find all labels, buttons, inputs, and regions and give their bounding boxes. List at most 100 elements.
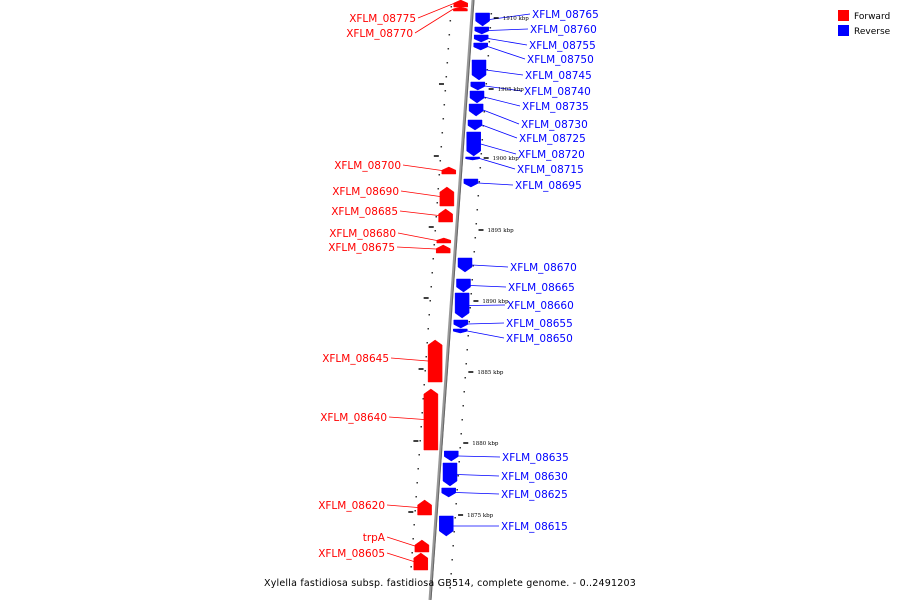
gene-label-xflm-08660[interactable]: XFLM_08660 <box>507 300 574 312</box>
gene-feature-xflm-08735[interactable] <box>469 90 485 104</box>
gene-label-xflm-08680[interactable]: XFLM_08680 <box>329 228 396 240</box>
minor-tick <box>430 286 433 288</box>
gene-feature-xflm-08730[interactable] <box>468 103 484 117</box>
gene-label-xflm-08770[interactable]: XFLM_08770 <box>346 28 413 40</box>
gene-label-xflm-08650[interactable]: XFLM_08650 <box>506 333 573 345</box>
gene-feature-xflm-08675[interactable] <box>435 244 451 254</box>
gene-feature-xflm-08655[interactable] <box>453 319 469 329</box>
gene-label-xflm-08645[interactable]: XFLM_08645 <box>322 353 389 365</box>
gene-label-xflm-08605[interactable]: XFLM_08605 <box>318 548 385 560</box>
minor-tick <box>457 475 459 477</box>
leader-line <box>396 246 437 250</box>
minor-tick <box>447 48 450 50</box>
gene-feature-xflm-08615[interactable] <box>439 515 454 537</box>
gene-label-xflm-08725[interactable]: XFLM_08725 <box>519 133 586 145</box>
leader-line <box>399 210 439 216</box>
gene-label-xflm-08700[interactable]: XFLM_08700 <box>334 160 401 172</box>
gene-label-xflm-08675[interactable]: XFLM_08675 <box>328 242 395 254</box>
scale-ticks: 1910 kbp 1905 kbp 1900 kbp 1895 kbp 1890 kbp… <box>408 16 529 519</box>
gene-label-xflm-08695[interactable]: XFLM_08695 <box>515 180 582 192</box>
minor-tick <box>448 34 451 36</box>
gene-feature-xflm-08720[interactable] <box>466 131 481 157</box>
gene-label-xflm-08765[interactable]: XFLM_08765 <box>532 9 599 21</box>
gene-feature-xflm-08645[interactable] <box>427 339 443 383</box>
gene-label-xflm-08665[interactable]: XFLM_08665 <box>508 282 575 294</box>
gene-feature-xflm-08755[interactable] <box>473 34 489 43</box>
gene-feature-xflm-08700[interactable] <box>441 166 457 175</box>
minor-tick <box>438 174 441 176</box>
gene-feature-xflm-08640[interactable] <box>423 388 439 451</box>
minor-tick <box>461 419 463 421</box>
gene-label-xflm-08615[interactable]: XFLM_08615 <box>501 521 568 533</box>
minor-tick <box>460 433 462 435</box>
gene-label-xflm-08655[interactable]: XFLM_08655 <box>506 318 573 330</box>
gene-feature-xflm-08665[interactable] <box>456 278 471 293</box>
gene-feature-xflm-08680[interactable] <box>436 237 452 244</box>
minor-tick <box>417 468 419 470</box>
gene-feature-xflm-08630[interactable] <box>442 462 458 487</box>
gene-label-xflm-08775[interactable]: XFLM_08775 <box>349 13 416 25</box>
gene-label-xflm-08630[interactable]: XFLM_08630 <box>501 471 568 483</box>
gene-feature-xflm-08715[interactable] <box>465 156 480 161</box>
gene-feature-xflm-08660[interactable] <box>454 292 470 319</box>
minor-tick <box>488 41 491 43</box>
gene-label-xflm-08715[interactable]: XFLM_08715 <box>517 164 584 176</box>
gene-feature-trpa[interactable] <box>414 539 430 553</box>
gene-feature-xflm-08740[interactable] <box>470 81 486 91</box>
gene-label-xflm-08740[interactable]: XFLM_08740 <box>524 86 591 98</box>
minor-tick <box>424 370 426 372</box>
gene-label-xflm-08760[interactable]: XFLM_08760 <box>530 24 597 36</box>
gene-label-xflm-08735[interactable]: XFLM_08735 <box>522 101 589 113</box>
gene-feature-xflm-08765[interactable] <box>475 12 490 27</box>
gene-label-xflm-08625[interactable]: XFLM_08625 <box>501 489 568 501</box>
minor-tick <box>450 6 453 8</box>
minor-tick <box>463 391 465 393</box>
minor-tick <box>471 279 474 281</box>
scale-tick-label: 1910 kbp <box>503 16 530 22</box>
minor-tick <box>444 90 447 92</box>
minor-tick <box>443 104 446 106</box>
gene-label-xflm-08745[interactable]: XFLM_08745 <box>525 70 592 82</box>
gene-feature-xflm-08760[interactable] <box>474 26 490 35</box>
gene-label-xflm-08690[interactable]: XFLM_08690 <box>332 186 399 198</box>
axis-layer <box>428 0 475 600</box>
minor-tick <box>442 118 445 120</box>
minor-tick <box>425 356 427 358</box>
legend: Forward Reverse <box>838 10 891 37</box>
gene-feature-xflm-08635[interactable] <box>444 450 459 462</box>
gene-label-xflm-08640[interactable]: XFLM_08640 <box>320 412 387 424</box>
gene-feature-xflm-08745[interactable] <box>471 59 487 81</box>
gene-feature-xflm-08695[interactable] <box>463 178 479 188</box>
gene-label-xflm-08620[interactable]: XFLM_08620 <box>318 500 385 512</box>
gene-feature-xflm-08690[interactable] <box>439 186 455 207</box>
gene-feature-xflm-08620[interactable] <box>417 499 432 516</box>
leader-line <box>481 124 518 139</box>
gene-feature-xflm-08750[interactable] <box>473 42 488 51</box>
gene-feature-xflm-08625[interactable] <box>441 487 456 498</box>
gene-label-xflm-08755[interactable]: XFLM_08755 <box>529 40 596 52</box>
minor-tick <box>409 580 411 582</box>
gene-feature-xflm-08605[interactable] <box>413 552 429 571</box>
minor-tick <box>469 307 471 309</box>
minor-tick <box>415 496 417 498</box>
gene-feature-xflm-08770[interactable] <box>453 6 468 12</box>
gene-label-xflm-08670[interactable]: XFLM_08670 <box>510 262 577 274</box>
gene-label-xflm-08730[interactable]: XFLM_08730 <box>521 119 588 131</box>
minor-tick <box>420 426 422 428</box>
minor-tick <box>453 531 455 533</box>
gene-feature-xflm-08725[interactable] <box>467 119 483 131</box>
minor-tick <box>437 188 440 190</box>
scale-tick-label: 1875 kbp <box>467 513 494 519</box>
gene-label-xflm-08750[interactable]: XFLM_08750 <box>527 54 594 66</box>
gene-feature-xflm-08685[interactable] <box>438 208 453 223</box>
minor-tick <box>489 27 492 29</box>
gene-feature-xflm-08670[interactable] <box>457 257 473 273</box>
gene-label-xflm-08685[interactable]: XFLM_08685 <box>331 206 398 218</box>
minor-tick <box>467 335 469 337</box>
gene-label-trpa[interactable]: trpA <box>363 532 386 544</box>
leader-line <box>467 322 505 325</box>
gene-label-xflm-08635[interactable]: XFLM_08635 <box>502 452 569 464</box>
gene-label-xflm-08720[interactable]: XFLM_08720 <box>518 149 585 161</box>
gene-feature-xflm-08650[interactable] <box>453 328 468 334</box>
gene-feature-xflm-08775[interactable] <box>453 0 468 8</box>
